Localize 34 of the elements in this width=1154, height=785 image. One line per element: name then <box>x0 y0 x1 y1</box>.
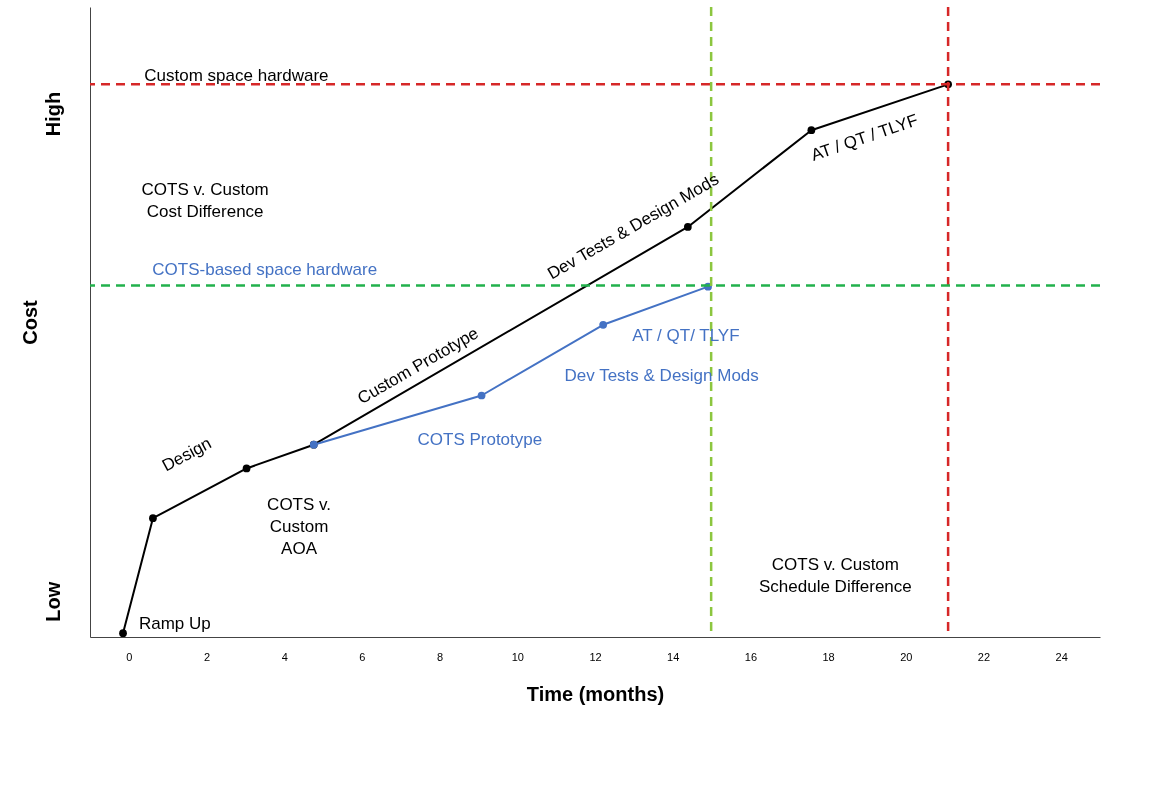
y-axis-title: Cost <box>18 299 41 345</box>
annotation: COTS v. Custom Schedule Difference <box>758 554 912 596</box>
text: Low <box>42 581 64 622</box>
x-tick-label: 12 <box>589 650 602 663</box>
point <box>477 391 486 400</box>
point <box>119 629 127 637</box>
point <box>242 464 251 473</box>
x-tick-label: 14 <box>667 650 680 663</box>
x-tick-label: 6 <box>359 650 366 663</box>
x-tick-label: 16 <box>744 650 758 663</box>
annotation: Custom space hardware <box>144 66 329 86</box>
point <box>807 126 816 135</box>
x-tick-label: 2 <box>203 650 211 663</box>
annotation: COTS Prototype <box>417 429 543 449</box>
point <box>599 320 608 329</box>
annotation: COTS-based space hardware <box>152 260 378 280</box>
x-tick-label: 10 <box>511 650 524 663</box>
x-tick-label: 4 <box>281 650 288 663</box>
point <box>149 514 157 523</box>
x-tick-label: 22 <box>977 650 991 663</box>
annotation: AT / QT / TLYF <box>808 110 921 165</box>
point <box>683 223 692 231</box>
x-tick-label: 8 <box>437 650 444 663</box>
annotation: AT / QT/ TLYF <box>632 325 740 345</box>
annotation: COTS v. Custom Cost Difference <box>141 179 269 221</box>
annotation: Dev Tests & Design Mods <box>564 365 759 385</box>
x-tick-label: 0 <box>126 650 133 663</box>
x-axis-title: Time (months) <box>526 682 665 705</box>
annotation: Ramp Up <box>138 613 211 633</box>
annotation: COTS v. Custom AOA <box>267 494 332 558</box>
text: High <box>42 91 64 137</box>
x-tick-label: 20 <box>900 650 913 663</box>
x-tick-label: 24 <box>1055 650 1068 663</box>
x-tick-label: 18 <box>822 650 835 663</box>
